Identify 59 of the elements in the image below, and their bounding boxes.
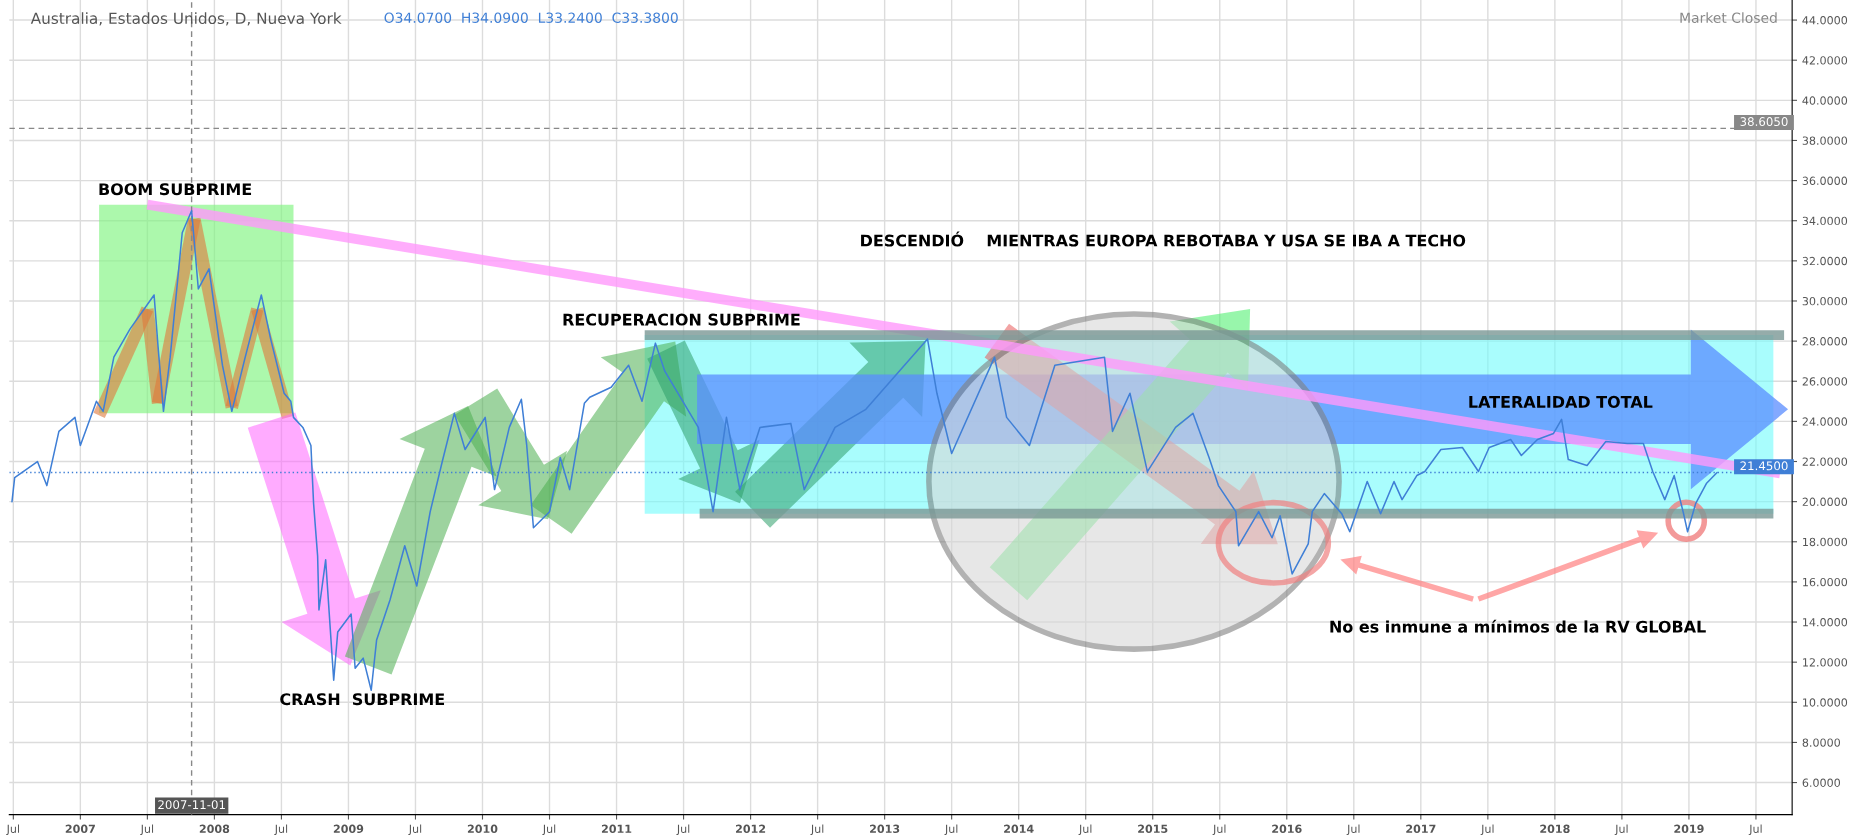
y-tick-label: 24.0000 (1802, 417, 1848, 426)
y-tick-label: 36.0000 (1802, 176, 1848, 185)
y-tick-label: 22.0000 (1802, 457, 1848, 466)
annotation: CRASH SUBPRIME (280, 693, 445, 706)
x-tick-label: Jul (140, 824, 154, 836)
x-tick-label: Jul (274, 824, 288, 836)
y-tick-label: 34.0000 (1802, 216, 1848, 226)
x-tick-label: Jul (1480, 824, 1494, 836)
annotation: 2007-11-01 (158, 800, 225, 810)
x-tick-label: Jul (1346, 824, 1360, 836)
annotation: BOOM SUBPRIME (99, 183, 252, 196)
x-tick-label: Jul (408, 824, 422, 836)
x-tick-label: 2017 (1406, 824, 1436, 833)
y-tick-label: 32.0000 (1802, 256, 1848, 266)
annotation: DESCENDIÓ MIENTRAS EUROPA REBOTABA Y USA SE IBA A TECHO (861, 231, 1466, 247)
x-tick-label: 2016 (1272, 824, 1302, 833)
y-tick-label: 6.0000 (1802, 778, 1841, 787)
x-tick-label: Jul (676, 824, 690, 836)
x-tick-label: Jul (1212, 824, 1226, 836)
annotation: RECUPERACION SUBPRIME (563, 313, 800, 326)
y-tick-label: 26.0000 (1802, 377, 1848, 386)
y-tick-label: 38.0000 (1802, 136, 1848, 145)
x-tick-label: 2019 (1674, 824, 1704, 833)
x-tick-label: Jul (1614, 824, 1628, 836)
x-tick-label: 2007 (65, 824, 95, 833)
y-tick-label: 10.0000 (1803, 698, 1848, 707)
x-tick-label: Jul (944, 824, 958, 836)
x-tick-label: 2014 (1004, 824, 1034, 833)
ref-line-label: 21.4500 (1740, 461, 1788, 471)
ref-line-label: 38.6050 (1740, 117, 1788, 127)
x-tick-label: Jul (1748, 824, 1762, 836)
x-tick-label: 2015 (1138, 824, 1168, 833)
x-tick-label: 2008 (199, 824, 230, 833)
y-tick-label: 14.0000 (1803, 618, 1848, 627)
text: Australia, Estados Unidos, D, Nueva York (30, 12, 342, 26)
x-tick-label: 2010 (467, 824, 498, 833)
x-tick-label: 2011 (601, 824, 632, 833)
y-tick-label: 20.0000 (1802, 497, 1848, 507)
x-tick-label: 2013 (870, 824, 900, 833)
x-tick-label: Jul (6, 824, 19, 836)
y-tick-label: 8.0000 (1802, 738, 1841, 747)
x-tick-label: Jul (1078, 824, 1092, 836)
y-tick-label: 18.0000 (1803, 537, 1848, 547)
annotation: LATERALIDAD TOTAL (1469, 395, 1653, 408)
x-tick-label: Jul (810, 824, 824, 836)
y-tick-label: 42.0000 (1802, 56, 1848, 65)
x-tick-label: 2012 (736, 824, 766, 833)
annotation: No es inmune a mínimos de la RV GLOBAL (1330, 619, 1706, 633)
y-tick-label: 28.0000 (1802, 337, 1848, 346)
annotation: Market Closed (1680, 12, 1777, 23)
x-tick-label: 2009 (333, 824, 364, 833)
annotation: O34.0700 H34.0900 L33.2400 C33.3800 (384, 12, 678, 23)
y-tick-label: 12.0000 (1803, 658, 1848, 667)
x-tick-label: 2018 (1540, 824, 1570, 833)
y-tick-label: 44.0000 (1802, 16, 1848, 25)
y-tick-label: 16.0000 (1803, 577, 1848, 587)
y-tick-label: 40.0000 (1802, 96, 1848, 105)
x-tick-label: Jul (542, 824, 556, 836)
y-tick-label: 30.0000 (1802, 296, 1848, 306)
